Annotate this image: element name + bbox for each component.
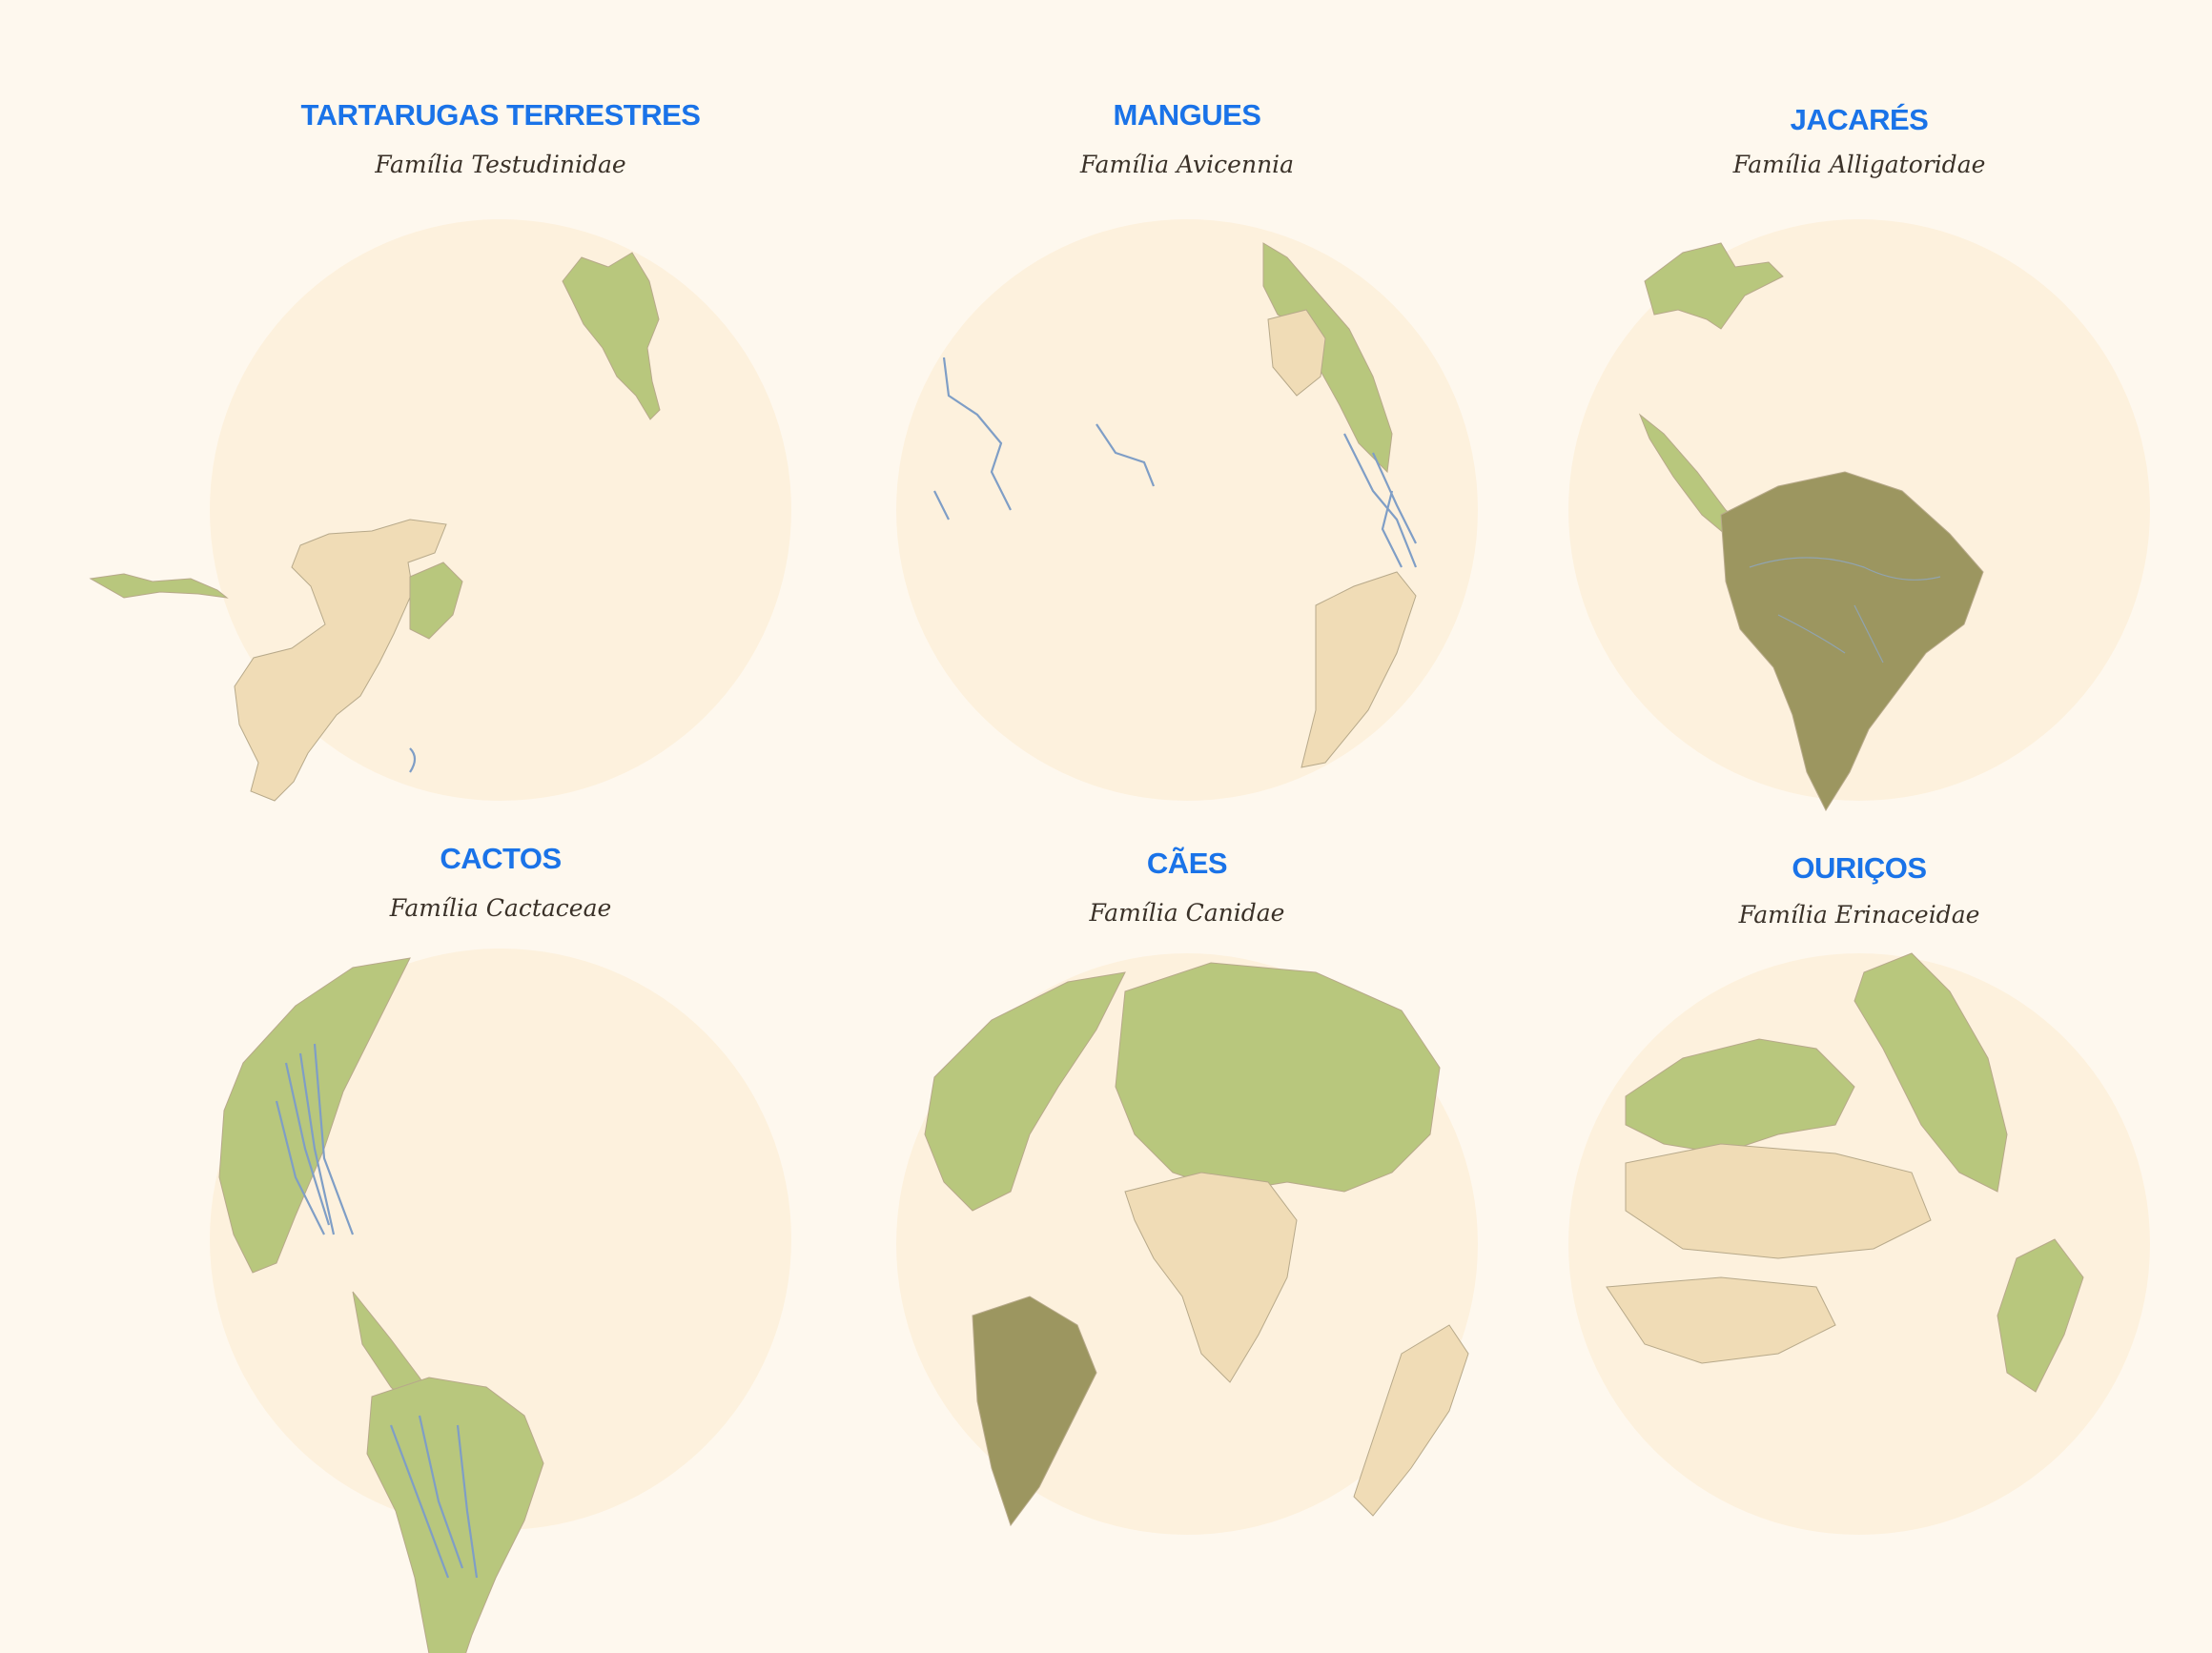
range-lines-south-america <box>389 1415 479 1579</box>
landmass-africa <box>1124 1172 1298 1383</box>
map-subtitle: Família Cactaceae <box>389 894 612 922</box>
landmass-south-america <box>972 1296 1097 1527</box>
globe-map <box>89 219 791 802</box>
map-panel-caes: CÃES Família Canidae <box>896 839 1478 1582</box>
landmass-north-america <box>1644 242 1784 330</box>
landmass-south-america <box>366 1377 544 1653</box>
map-title: CACTOS <box>440 842 562 875</box>
globe-disc <box>896 219 1478 801</box>
landmass-middle-east <box>1625 1143 1932 1259</box>
rivers-amazon <box>1749 557 1941 663</box>
coastline-detail <box>409 747 417 773</box>
landmass-north-america <box>924 971 1126 1212</box>
globe-map <box>896 953 1478 1535</box>
map-panel-jacares: JACARÉS Família Alligatoridae <box>1568 95 2150 820</box>
landmass-australia <box>1353 1324 1469 1517</box>
globe-disc <box>210 949 791 1530</box>
range-lines-north-america <box>275 1043 355 1235</box>
map-title: TARTARUGAS TERRESTRES <box>300 98 701 132</box>
map-title: MANGUES <box>1113 98 1261 132</box>
landmass-north-america <box>218 957 411 1274</box>
map-panel-ouricos: OURIÇOS Família Erinaceidae <box>1568 844 2150 1587</box>
landmass-asia-east <box>1854 952 2008 1193</box>
landmass-south-america <box>1720 471 1984 812</box>
map-title: JACARÉS <box>1790 103 1929 136</box>
landmass-southeast-asia <box>1997 1238 2084 1393</box>
landmass-india <box>1267 309 1326 397</box>
landmass-australia <box>1301 571 1417 768</box>
landmass-africa <box>234 519 447 802</box>
map-subtitle: Família Canidae <box>1089 899 1285 927</box>
map-subtitle: Família Erinaceidae <box>1738 901 1980 929</box>
map-panel-cactos: CACTOS Família Cactaceae <box>210 834 791 1653</box>
landmass-strip-west <box>89 573 229 599</box>
landmass-asia <box>562 252 661 420</box>
map-subtitle: Família Alligatoridae <box>1732 151 1986 178</box>
coastline-americas <box>933 357 1156 520</box>
map-panel-mangues: MANGUES Família Avicennia <box>896 91 1478 815</box>
map-title: OURIÇOS <box>1792 851 1927 885</box>
globe-map <box>896 219 1478 801</box>
map-subtitle: Família Avicennia <box>1079 151 1295 178</box>
coastline-islands <box>1343 433 1418 568</box>
landmass-africa <box>1606 1276 1836 1364</box>
map-panel-tartarugas: TARTARUGAS TERRESTRES Família Testudinid… <box>89 91 791 815</box>
globe-map <box>1568 219 2150 812</box>
globe-map <box>210 949 791 1653</box>
landmass-europe <box>1625 1038 1855 1154</box>
landmass-eurasia <box>1115 962 1441 1193</box>
map-subtitle: Família Testudinidae <box>375 151 626 178</box>
landmass-arabia <box>409 561 463 640</box>
map-title: CÃES <box>1146 847 1228 880</box>
globe-map <box>1568 952 2150 1535</box>
